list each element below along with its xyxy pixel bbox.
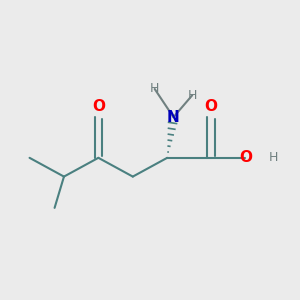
Text: O: O [239,150,252,165]
Text: O: O [92,99,105,114]
Text: O: O [205,99,218,114]
Text: H: H [269,151,278,164]
Text: H: H [188,89,197,102]
Text: H: H [150,82,159,95]
Text: N: N [167,110,180,124]
